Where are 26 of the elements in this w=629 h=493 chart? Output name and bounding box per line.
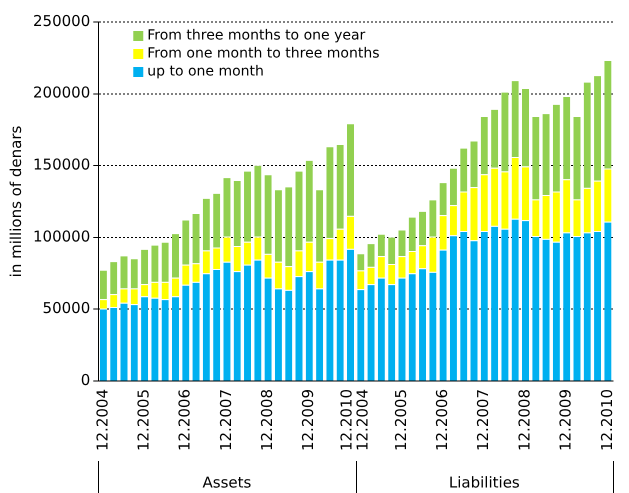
y-tick-label: 250000	[32, 12, 90, 30]
x-tick-label: 12.2008	[258, 389, 276, 452]
text: Liabilities	[448, 473, 520, 492]
x-tick-label: 12.2010	[598, 389, 616, 452]
y-axis-title: in millions of denars	[6, 125, 25, 278]
x-tick-label: 12.2009	[556, 389, 575, 452]
y-tick-label: 0	[80, 370, 90, 389]
y-tick-label: 200000	[32, 84, 90, 102]
legend-label: up to one month	[147, 64, 264, 80]
x-tick-label: 12.2005	[392, 389, 410, 452]
x-tick-label: 12.2006	[433, 389, 452, 452]
x-tick-label: 12.2006	[176, 389, 194, 452]
x-tick-label: 12.2007	[474, 389, 492, 452]
y-tick-label: 100000	[32, 227, 90, 246]
y-tick-label: 50000	[42, 299, 90, 318]
y-tick-label: 150000	[32, 155, 90, 174]
x-tick-label: 12.2005	[134, 389, 152, 452]
x-tick-label: 12.2004	[354, 389, 372, 452]
x-tick-label: 12.2010	[338, 389, 356, 452]
x-tick-label: 12.2009	[299, 389, 318, 452]
x-tick-label: 12.2007	[216, 389, 235, 452]
x-tick-label: 12.2004	[93, 389, 112, 452]
legend-label: From one month to three months	[147, 46, 380, 62]
text: Assets	[202, 473, 252, 492]
legend-label: From three months to one year	[147, 28, 366, 44]
x-tick-label: 12.2008	[515, 389, 534, 452]
